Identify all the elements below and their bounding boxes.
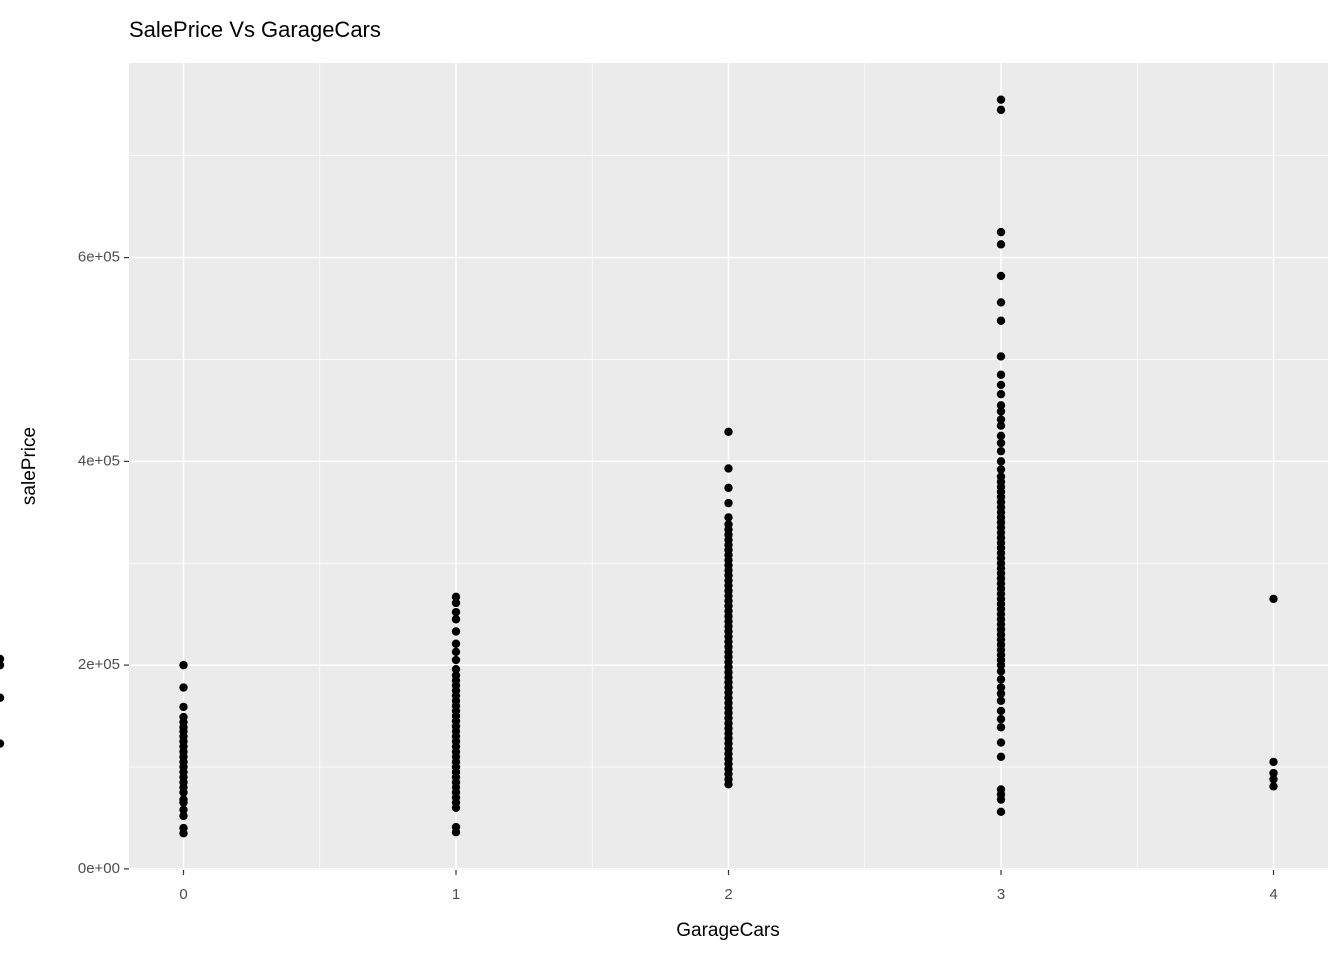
point <box>996 431 1006 441</box>
chart-title: SalePrice Vs GarageCars <box>129 17 381 42</box>
point <box>724 780 733 789</box>
point <box>1269 782 1278 791</box>
x-tick-label: 3 <box>997 886 1005 903</box>
point <box>451 803 461 812</box>
point <box>996 298 1006 307</box>
point <box>996 446 1006 456</box>
point <box>996 316 1006 325</box>
point <box>1269 775 1278 784</box>
point <box>996 240 1006 249</box>
y-tick-label: 2e+05 <box>78 656 120 673</box>
point <box>996 407 1006 416</box>
y-tick-label: 6e+05 <box>78 249 120 266</box>
x-tick-label: 4 <box>1269 886 1277 903</box>
point <box>996 706 1006 716</box>
point <box>996 95 1006 104</box>
point <box>996 723 1006 732</box>
point <box>996 352 1006 361</box>
x-axis-label: GarageCars <box>676 920 780 941</box>
point <box>996 696 1006 705</box>
point <box>179 829 188 838</box>
point <box>724 464 733 473</box>
point <box>451 639 461 648</box>
point <box>996 421 1006 430</box>
point <box>724 498 733 508</box>
x-tick-label: 2 <box>724 886 732 903</box>
x-tick-label: 1 <box>452 886 460 903</box>
point <box>996 683 1006 692</box>
point <box>179 788 188 797</box>
point <box>724 483 733 493</box>
point <box>996 370 1006 379</box>
point <box>996 675 1006 684</box>
point <box>996 415 1006 424</box>
point <box>179 683 188 692</box>
point <box>996 457 1006 466</box>
point <box>724 427 733 437</box>
point <box>451 607 461 617</box>
point <box>724 513 733 522</box>
point <box>996 714 1006 724</box>
point <box>996 271 1006 281</box>
point <box>0 739 5 748</box>
point <box>996 389 1006 399</box>
point <box>996 795 1006 804</box>
point <box>1269 768 1278 778</box>
point <box>996 227 1006 237</box>
point <box>451 647 461 657</box>
point <box>179 702 188 712</box>
point <box>179 805 188 814</box>
point <box>996 738 1006 747</box>
point <box>1269 757 1278 767</box>
point <box>996 807 1006 817</box>
point <box>996 660 1006 670</box>
point <box>0 660 5 670</box>
point <box>996 465 1006 474</box>
y-tick-label: 0e+00 <box>78 860 120 877</box>
y-axis-label: salePrice <box>19 427 40 505</box>
point <box>1269 594 1278 604</box>
point <box>996 667 1006 676</box>
point <box>451 592 461 602</box>
point <box>451 664 461 674</box>
point <box>996 105 1006 115</box>
point <box>179 660 188 670</box>
point <box>451 828 461 837</box>
point <box>996 752 1006 762</box>
point <box>996 401 1006 410</box>
point <box>996 380 1006 390</box>
point <box>996 438 1006 448</box>
y-tick-label: 4e+05 <box>78 452 120 469</box>
point <box>179 798 188 807</box>
point <box>451 655 461 665</box>
point <box>451 627 461 636</box>
x-tick-label: 0 <box>179 886 187 903</box>
point <box>451 598 461 608</box>
point <box>0 693 5 702</box>
point <box>451 615 461 624</box>
point <box>996 689 1006 698</box>
point <box>179 811 188 821</box>
